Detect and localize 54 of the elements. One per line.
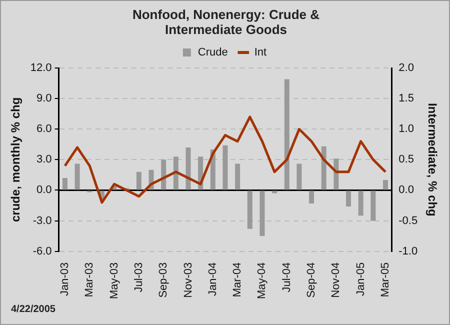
bar: [260, 190, 265, 236]
legend-label: Crude: [198, 46, 228, 59]
x-tick-label: Nov-04: [330, 262, 342, 298]
y-tick-label: -6.0: [32, 245, 52, 258]
bar: [334, 158, 339, 190]
bar: [358, 190, 364, 216]
y2-tick-label: 2.0: [398, 62, 414, 74]
x-tick-label: Jul-03: [132, 262, 145, 292]
bar: [235, 164, 240, 190]
y2-tick-label: 0.0: [398, 184, 414, 196]
bar: [272, 190, 278, 194]
y2-tick-label: 0.5: [398, 154, 414, 166]
bar: [382, 180, 388, 190]
bar: [346, 190, 351, 207]
bar: [284, 79, 290, 190]
bar: [186, 147, 191, 190]
x-tick-label: Sep-03: [158, 262, 170, 298]
legend-label: Int: [254, 46, 267, 59]
y-tick-label: 12.0: [30, 62, 52, 74]
x-tick-label: Nov-03: [182, 262, 194, 298]
y-axis-title: crude, monthly % chg: [8, 97, 23, 222]
x-tick-label: Mar-04: [232, 262, 244, 298]
text: 4/22/2005: [11, 304, 56, 315]
bar: [173, 156, 178, 190]
y2-tick-label: 1.5: [398, 92, 414, 105]
x-tick-label: Mar-03: [84, 262, 96, 298]
x-tick-label: Sep-04: [306, 262, 318, 298]
bar: [161, 160, 166, 190]
x-tick-label: Jan-05: [354, 262, 367, 296]
y-tick-label: -3.0: [32, 214, 52, 227]
bar: [370, 190, 376, 221]
x-tick-label: Jul-04: [280, 262, 293, 292]
bar: [296, 164, 302, 190]
y-tick-label: 0.0: [36, 184, 52, 196]
x-tick-label: Jan-04: [206, 262, 219, 296]
y2-tick-label: 1.0: [398, 123, 414, 136]
x-tick-label: Jan-03: [59, 262, 72, 296]
bar: [136, 172, 142, 190]
bar: [74, 164, 80, 190]
y-tick-label: 9.0: [36, 92, 52, 105]
chart-title: Nonfood, Nonenergy: Crude & Intermediate Goods: [131, 7, 321, 37]
x-tick-label: Mar-05: [380, 262, 392, 298]
y2-tick-label: -1.0: [398, 245, 418, 258]
y2-axis-title: Intermediate, % chg: [425, 102, 440, 216]
bar: [309, 190, 314, 204]
bar: [62, 178, 68, 190]
bar: [321, 146, 326, 190]
bar: [222, 145, 228, 190]
x-tick-label: May-03: [108, 262, 120, 300]
y2-tick-label: -0.5: [398, 214, 418, 227]
x-tick-label: May-04: [256, 262, 268, 300]
bar: [247, 190, 252, 229]
y-tick-label: 6.0: [36, 123, 52, 136]
y-tick-label: 3.0: [36, 154, 52, 166]
